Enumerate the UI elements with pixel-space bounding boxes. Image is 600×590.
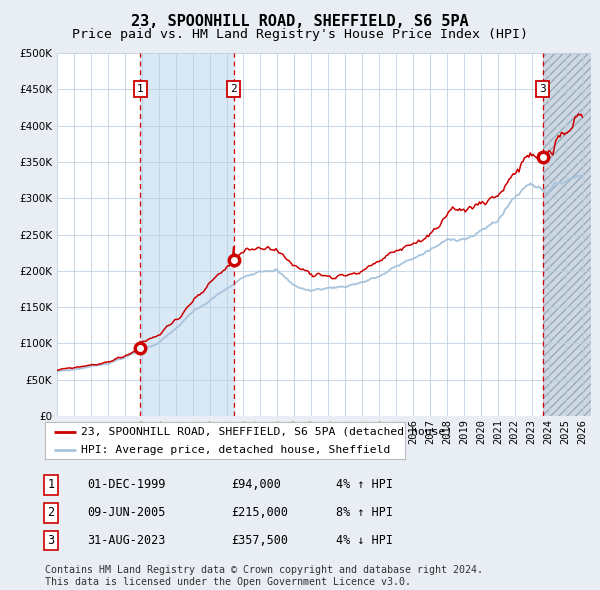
Text: 4% ↓ HPI: 4% ↓ HPI	[336, 534, 393, 547]
Text: 4% ↑ HPI: 4% ↑ HPI	[336, 478, 393, 491]
Text: 8% ↑ HPI: 8% ↑ HPI	[336, 506, 393, 519]
Text: Price paid vs. HM Land Registry's House Price Index (HPI): Price paid vs. HM Land Registry's House …	[72, 28, 528, 41]
Text: HPI: Average price, detached house, Sheffield: HPI: Average price, detached house, Shef…	[81, 445, 391, 455]
Text: 3: 3	[539, 84, 546, 94]
Text: 1: 1	[137, 84, 144, 94]
Text: Contains HM Land Registry data © Crown copyright and database right 2024.
This d: Contains HM Land Registry data © Crown c…	[45, 565, 483, 587]
Text: 31-AUG-2023: 31-AUG-2023	[87, 534, 166, 547]
Bar	[140, 53, 234, 416]
Text: 1: 1	[47, 478, 55, 491]
Text: 01-DEC-1999: 01-DEC-1999	[87, 478, 166, 491]
Bar	[543, 53, 591, 416]
Text: 23, SPOONHILL ROAD, SHEFFIELD, S6 5PA (detached house): 23, SPOONHILL ROAD, SHEFFIELD, S6 5PA (d…	[81, 427, 452, 437]
Text: 23, SPOONHILL ROAD, SHEFFIELD, S6 5PA: 23, SPOONHILL ROAD, SHEFFIELD, S6 5PA	[131, 14, 469, 28]
Text: 09-JUN-2005: 09-JUN-2005	[87, 506, 166, 519]
Text: £94,000: £94,000	[231, 478, 281, 491]
Text: 2: 2	[47, 506, 55, 519]
Text: 2: 2	[230, 84, 238, 94]
Text: £357,500: £357,500	[231, 534, 288, 547]
Text: £215,000: £215,000	[231, 506, 288, 519]
Text: 3: 3	[47, 534, 55, 547]
